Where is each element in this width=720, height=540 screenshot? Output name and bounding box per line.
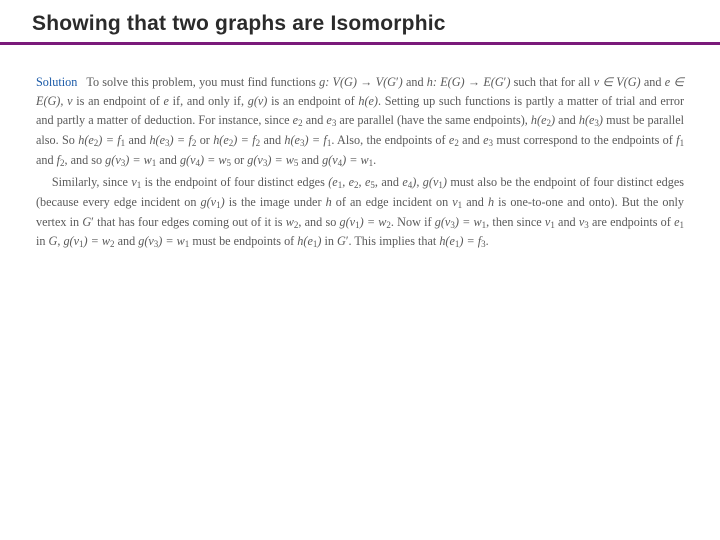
text: must correspond to the endpoints of xyxy=(496,133,676,147)
math-hb: h xyxy=(488,195,494,209)
text: in xyxy=(324,234,337,248)
slide: Showing that two graphs are Isomorphic S… xyxy=(0,0,720,540)
math-e3: e3 xyxy=(326,113,336,127)
solution-content: Solution To solve this problem, you must… xyxy=(0,45,720,252)
math-he1: h(e1) xyxy=(297,234,321,248)
math-gv3w5: g(v3) = w5 xyxy=(247,153,298,167)
math-v1: v1 xyxy=(131,175,141,189)
text: is an endpoint of xyxy=(271,94,358,108)
text: . Now if xyxy=(391,215,435,229)
text: and xyxy=(159,153,180,167)
math-gv4w5: g(v4) = w5 xyxy=(180,153,231,167)
text: and xyxy=(263,133,284,147)
text: and xyxy=(462,133,483,147)
paragraph-1: Solution To solve this problem, you must… xyxy=(36,73,684,171)
math-he2: h(e2) xyxy=(531,113,555,127)
math-he3f2: h(e3) = f2 xyxy=(149,133,196,147)
text: To solve this problem, you must find fun… xyxy=(86,75,319,89)
text: and xyxy=(558,215,579,229)
text: and xyxy=(301,153,322,167)
math-he3: h(e3) xyxy=(579,113,603,127)
text: or xyxy=(200,133,214,147)
text: is an endpoint of xyxy=(76,94,163,108)
math-e2b: e2 xyxy=(449,133,459,147)
math-f2: f2 xyxy=(57,153,65,167)
math-edges4: (e1, e2, e5 xyxy=(328,175,375,189)
math-gv4w1: g(v4) = w1 xyxy=(322,153,373,167)
math-e: e xyxy=(164,94,169,108)
math-e1: e1 xyxy=(674,215,684,229)
paragraph-2: Similarly, since v1 is the endpoint of f… xyxy=(36,173,684,253)
text: . Also, the endpoints of xyxy=(331,133,449,147)
text: , and xyxy=(375,175,402,189)
math-v1c: v1 xyxy=(545,215,555,229)
text: is the endpoint of four distinct edges xyxy=(145,175,329,189)
math-gv3w1c: g(v3) = w1 xyxy=(138,234,189,248)
text: , v xyxy=(60,94,72,108)
math-gv1w2: g(v1) = w2 xyxy=(340,215,391,229)
math-g-def: g: V(G) → V(G′) xyxy=(319,75,403,89)
math-gv3w1b: g(v3) = w1 xyxy=(435,215,486,229)
math-gv1b: g(v1) xyxy=(201,195,225,209)
math-e2: e2 xyxy=(293,113,303,127)
math-f1: f1 xyxy=(676,133,684,147)
math-v1b: v1 xyxy=(452,195,462,209)
math-he: h(e) xyxy=(358,94,378,108)
text: of an edge incident on xyxy=(336,195,452,209)
text: Similarly, since xyxy=(52,175,131,189)
text: and xyxy=(36,153,57,167)
text: . xyxy=(486,234,489,248)
math-e4: e4) xyxy=(402,175,416,189)
solution-label: Solution xyxy=(36,75,77,89)
math-v3: v3 xyxy=(579,215,589,229)
text: and xyxy=(558,113,579,127)
text: or xyxy=(234,153,247,167)
text: are endpoints of xyxy=(592,215,674,229)
text: and xyxy=(644,75,665,89)
math-he2f2: h(e2) = f2 xyxy=(213,133,260,147)
text: that has four edges coming out of it is xyxy=(97,215,286,229)
page-title: Showing that two graphs are Isomorphic xyxy=(32,12,446,35)
math-Gp: G′ xyxy=(82,215,93,229)
math-he3f1: h(e3) = f1 xyxy=(284,133,331,147)
text: is the image under xyxy=(229,195,326,209)
math-h-def: h: E(G) → E(G′) xyxy=(427,75,511,89)
math-G: G xyxy=(49,234,58,248)
text: are parallel (have the same endpoints), xyxy=(339,113,531,127)
text: . xyxy=(373,153,376,167)
text: and xyxy=(306,113,327,127)
math-gv3w1: g(v3) = w1 xyxy=(105,153,156,167)
title-bar: Showing that two graphs are Isomorphic xyxy=(0,0,720,45)
text: and xyxy=(406,75,427,89)
text: and xyxy=(129,133,150,147)
text: must be endpoints of xyxy=(192,234,297,248)
math-gv1w2b: g(v1) = w2 xyxy=(63,234,114,248)
text: , and so xyxy=(65,153,106,167)
text: , and so xyxy=(298,215,339,229)
text: , then since xyxy=(486,215,545,229)
text: and xyxy=(118,234,139,248)
math-Gp2: G′ xyxy=(337,234,348,248)
text: if, and only if, xyxy=(173,94,248,108)
math-e3b: e3 xyxy=(483,133,493,147)
math-gv: g(v) xyxy=(248,94,268,108)
math-he1f3: h(e1) = f3 xyxy=(439,234,485,248)
text: such that for all xyxy=(514,75,594,89)
text: in xyxy=(36,234,49,248)
math-v-in: v ∈ V(G) xyxy=(594,75,641,89)
math-w2: w2 xyxy=(286,215,299,229)
text: . This implies that xyxy=(348,234,439,248)
math-gv1: g(v1) xyxy=(423,175,447,189)
math-h: h xyxy=(326,195,332,209)
text: and xyxy=(466,195,488,209)
math-he2f1: h(e2) = f1 xyxy=(78,133,125,147)
